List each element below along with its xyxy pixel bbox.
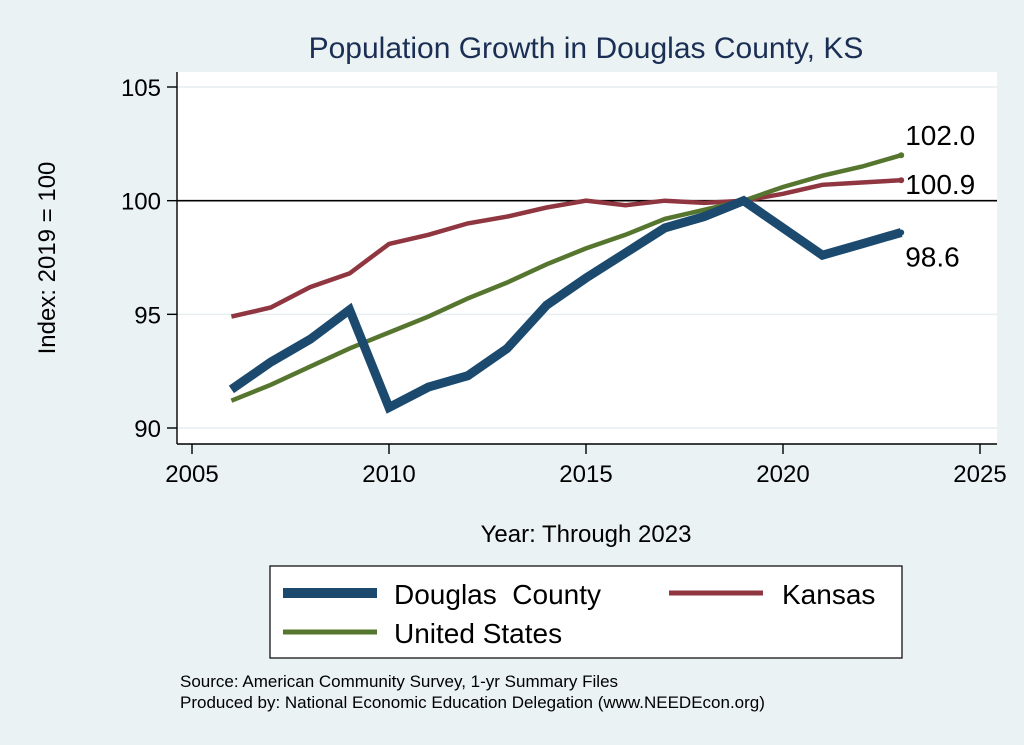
source-note: Source: American Community Survey, 1-yr …: [180, 672, 618, 691]
legend-label-kansas: Kansas: [782, 579, 875, 610]
series-endpoint-kansas: [898, 177, 905, 184]
y-tick-label-95: 95: [134, 302, 161, 329]
legend-box: [269, 565, 903, 659]
series-line-us: [230, 153, 902, 403]
y-tick-label-100: 100: [121, 189, 161, 216]
plot-area: [177, 72, 997, 444]
end-label-kansas: 100.9: [905, 169, 975, 200]
gridlines: [177, 86, 997, 429]
end-value-labels: 98.6 100.9 102.0: [905, 120, 975, 272]
producer-note: Produced by: National Economic Education…: [180, 693, 765, 712]
y-tick-label-105: 105: [121, 75, 161, 102]
series-endpoint-us: [898, 152, 905, 159]
x-axis-title: Year: Through 2023: [481, 521, 692, 548]
end-label-us: 102.0: [905, 120, 975, 151]
end-label-douglas: 98.6: [905, 241, 960, 272]
series-lines: [228, 152, 905, 414]
x-tick-label-2005: 2005: [165, 461, 218, 488]
series-line-kansas: [230, 177, 902, 319]
series-endpoint-douglas: [898, 229, 905, 236]
x-tick-label-2010: 2010: [362, 461, 415, 488]
y-axis-ticks: 90 95 100 105: [121, 75, 177, 443]
legend-label-douglas-county: Douglas County: [394, 579, 601, 610]
chart-title: Population Growth in Douglas County, KS: [309, 32, 864, 65]
legend: Douglas County Kansas United States: [269, 565, 903, 659]
legend-label-united-states: United States: [394, 618, 562, 649]
x-axis-ticks: 2005 2010 2015 2020 2025: [165, 444, 1007, 488]
x-tick-label-2015: 2015: [559, 461, 612, 488]
y-axis-title: Index: 2019 = 100: [34, 162, 61, 355]
y-tick-label-90: 90: [134, 416, 161, 443]
x-tick-label-2025: 2025: [953, 461, 1006, 488]
x-tick-label-2020: 2020: [756, 461, 809, 488]
series-line-douglas: [228, 195, 903, 414]
